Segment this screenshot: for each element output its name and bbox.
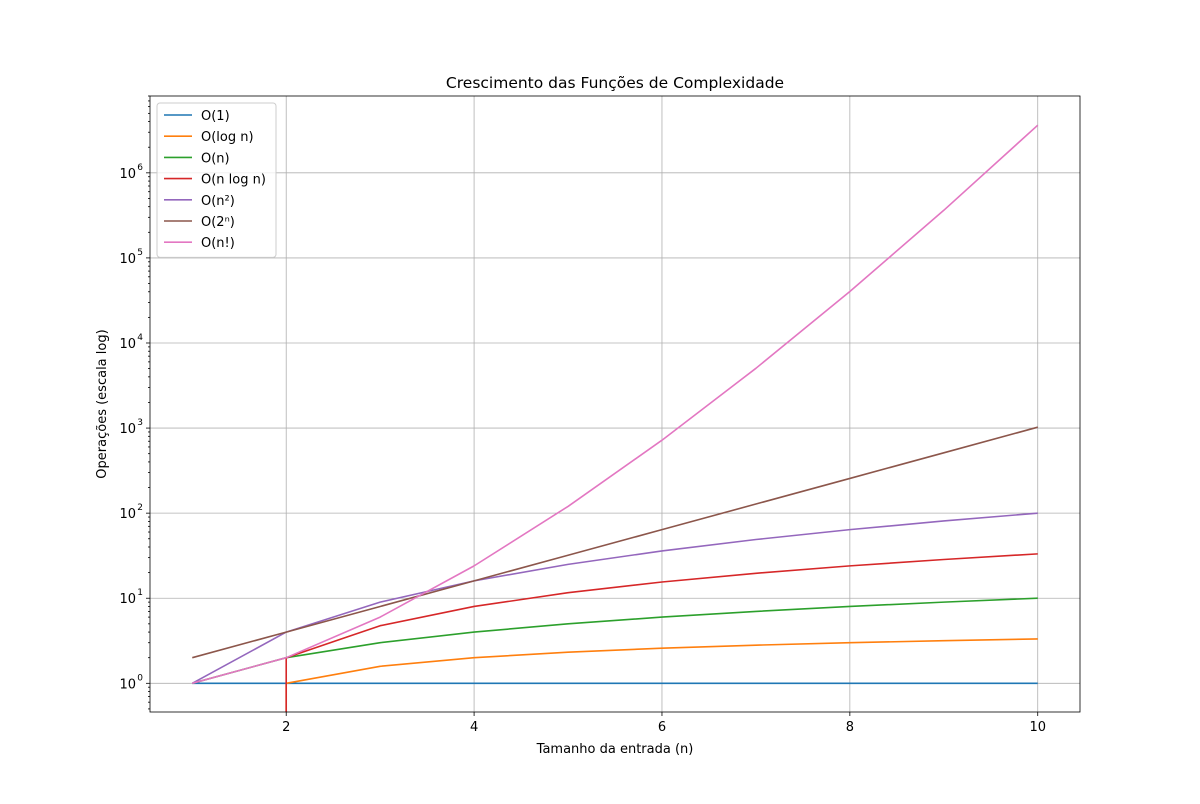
plot-frame — [149, 95, 1081, 713]
x-tick-label: 2 — [282, 720, 290, 735]
series-line — [192, 426, 1038, 659]
y-axis-label: Operações (escala log) — [95, 329, 110, 478]
y-tick-label: 10 — [119, 337, 136, 352]
y-tick-exponent: 1 — [137, 588, 143, 598]
y-tick-label: 10 — [119, 677, 136, 692]
legend-label: O(log n) — [201, 130, 254, 145]
y-tick-label: 10 — [119, 592, 136, 607]
series-line — [285, 553, 1038, 712]
chart-title: Crescimento das Funções de Complexidade — [446, 74, 784, 92]
series-line — [191, 512, 1038, 685]
legend-label: O(n log n) — [201, 173, 266, 188]
series-layer — [191, 124, 1039, 712]
legend-label: O(n!) — [201, 236, 235, 251]
series-group — [191, 124, 1039, 712]
y-tick-exponent: 6 — [137, 163, 143, 173]
y-tick-exponent: 5 — [137, 248, 143, 258]
y-tick-label: 10 — [119, 422, 136, 437]
y-tick-exponent: 2 — [137, 503, 143, 513]
y-tick-exponent: 3 — [137, 418, 143, 428]
series-line — [192, 597, 1038, 685]
legend-label: O(n²) — [201, 194, 235, 209]
x-tick-label: 8 — [846, 720, 854, 735]
legend-label: O(2ⁿ) — [201, 215, 235, 230]
legend-label: O(n) — [201, 151, 230, 166]
x-axis-label: Tamanho da entrada (n) — [536, 742, 694, 757]
y-tick-label: 10 — [119, 252, 136, 267]
x-tick-label: 6 — [658, 720, 666, 735]
y-tick-label: 10 — [119, 167, 136, 182]
legend-label: O(1) — [201, 109, 230, 124]
x-tick-label: 4 — [470, 720, 478, 735]
y-tick-exponent: 0 — [137, 673, 143, 683]
x-tick-label: 10 — [1029, 720, 1046, 735]
y-tick-exponent: 4 — [137, 333, 143, 343]
legend: O(1) O(log n) O(n) O(n log n) O(n²) O(2ⁿ) O(n!… — [156, 102, 277, 258]
legend-box — [156, 102, 277, 258]
grid-layer — [150, 96, 1080, 712]
series-line — [285, 638, 1038, 712]
series-line — [192, 124, 1039, 685]
y-tick-label: 10 — [119, 507, 136, 522]
